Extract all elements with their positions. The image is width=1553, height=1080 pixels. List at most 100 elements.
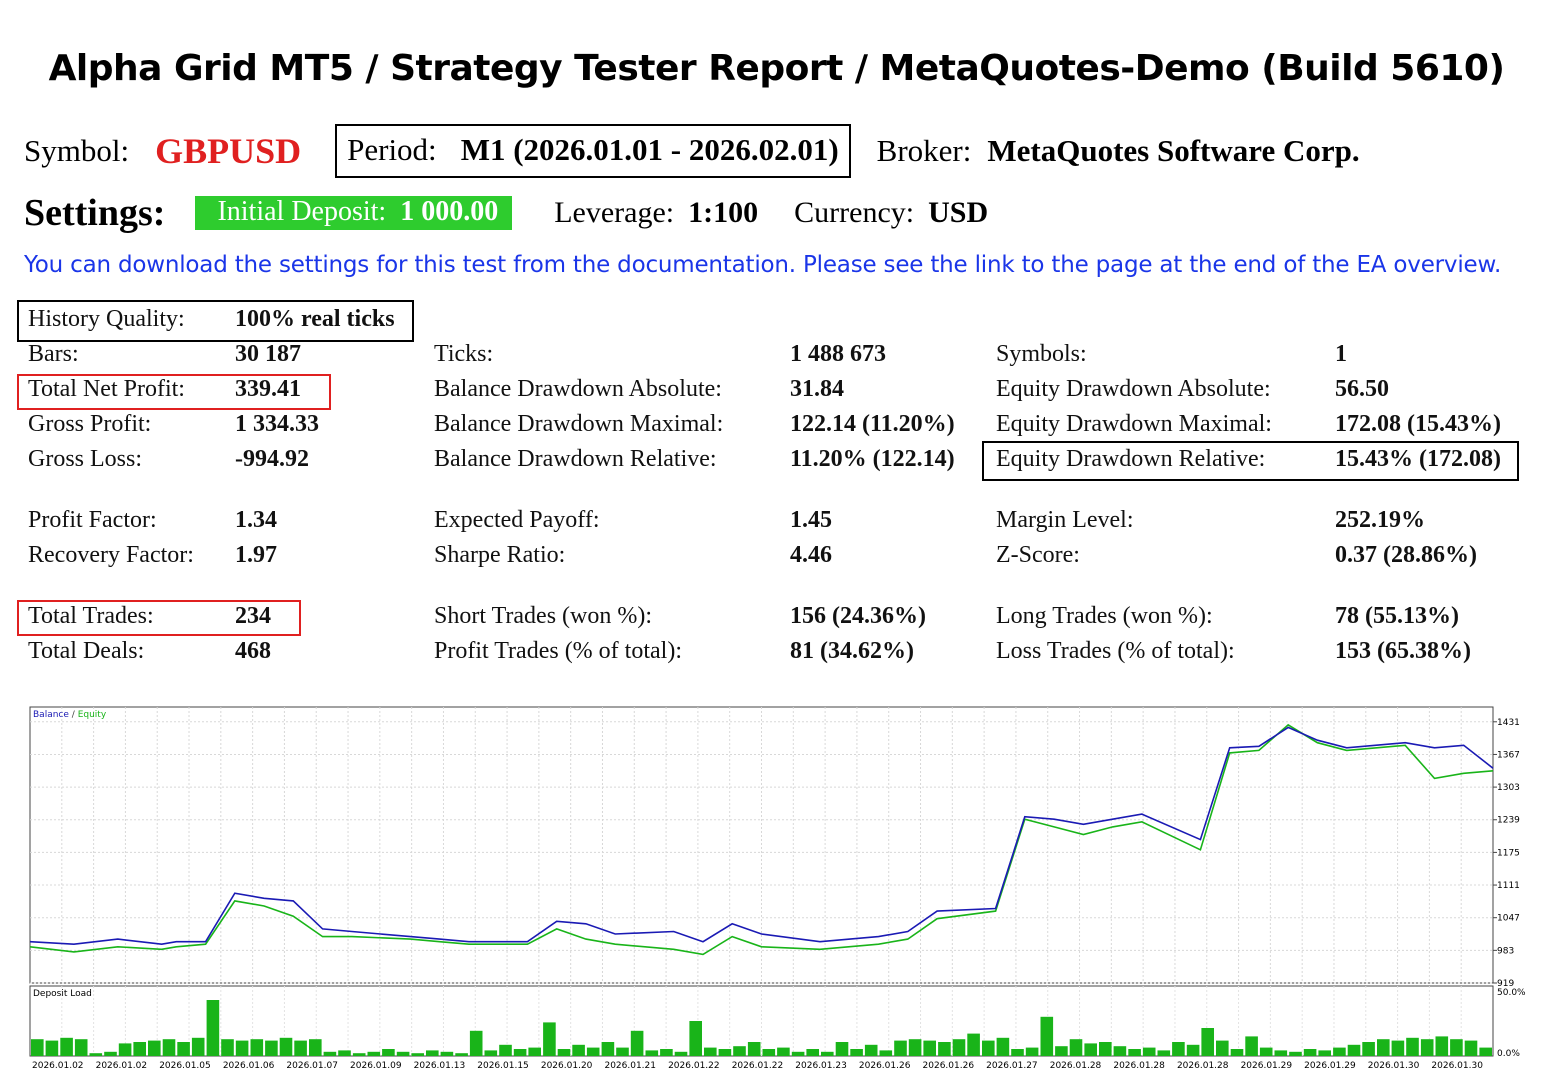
x-axis-label: 2026.01.09 <box>350 1061 402 1071</box>
deposit-load-bar <box>1084 1043 1097 1056</box>
x-axis-label: 2026.01.28 <box>1113 1061 1165 1071</box>
profit-factor-label: Profit Factor: <box>28 507 157 533</box>
deposit-load-bar <box>89 1053 103 1056</box>
deposit-load-bar <box>1318 1050 1331 1056</box>
balance-dd-abs-label: Balance Drawdown Absolute: <box>434 376 722 402</box>
deposit-load-bar <box>1406 1037 1419 1056</box>
deposit-load-bar <box>747 1042 761 1056</box>
initial-deposit-badge: Initial Deposit: 1 000.00 <box>195 196 513 230</box>
deposit-load-bar <box>1230 1049 1244 1056</box>
margin-level-value: 252.19% <box>1335 507 1425 533</box>
deposit-load-bar <box>528 1047 541 1056</box>
broker-label: Broker: <box>876 133 972 168</box>
deposit-load-bar <box>645 1050 659 1056</box>
expected-payoff-label: Expected Payoff: <box>434 507 600 533</box>
deposit-load-bar <box>806 1049 819 1056</box>
deposit-load-bars <box>31 1000 1492 1056</box>
short-trades-label: Short Trades (won %): <box>434 603 653 629</box>
deposit-load-bar <box>821 1051 834 1056</box>
initial-deposit-value: 1 000.00 <box>400 196 499 227</box>
period-box: Period: M1 (2026.01.01 - 2026.02.01) <box>335 124 851 178</box>
x-axis-label: 2026.01.30 <box>1368 1061 1420 1071</box>
symbol-period-row: Symbol: GBPUSD Period: M1 (2026.01.01 - … <box>24 124 1360 178</box>
deposit-load-bar <box>513 1049 527 1056</box>
equity-dd-abs-label: Equity Drawdown Absolute: <box>996 376 1271 402</box>
legend-separator: / <box>72 710 78 720</box>
total-net-profit-label: Total Net Profit: <box>28 376 185 402</box>
x-axis-label: 2026.01.27 <box>986 1061 1038 1071</box>
recovery-factor-value: 1.97 <box>235 542 277 568</box>
deposit-load-bar <box>1479 1047 1492 1056</box>
deposit-load-bar <box>31 1039 44 1056</box>
equity-dd-max-label: Equity Drawdown Maximal: <box>996 411 1272 437</box>
deposit-load-bar <box>1201 1028 1214 1056</box>
total-deals-label: Total Deals: <box>28 638 145 664</box>
x-axis-label: 2026.01.29 <box>1304 1061 1356 1071</box>
deposit-load-bar <box>440 1051 454 1056</box>
deposit-load-bar <box>133 1042 146 1056</box>
gross-profit-value: 1 334.33 <box>235 411 319 437</box>
y-axis-ticks: 1431 1367 1303 1239 1175 1111 1047 983 919 <box>1493 718 1520 989</box>
deposit-load-bar <box>718 1049 732 1056</box>
currency-value: USD <box>928 196 989 229</box>
deposit-load-bar <box>45 1040 59 1056</box>
deposit-load-bar <box>1450 1039 1463 1056</box>
deposit-load-bar <box>104 1051 117 1056</box>
long-trades-value: 78 (55.13%) <box>1335 603 1459 629</box>
deposit-load-bar <box>1055 1046 1068 1056</box>
deposit-load-bar <box>455 1053 468 1056</box>
deposit-load-bar <box>1391 1040 1405 1056</box>
deposit-load-bar <box>309 1039 322 1056</box>
y-tick-label: 1047 <box>1497 914 1520 924</box>
x-axis-label: 2026.01.05 <box>159 1061 211 1071</box>
deposit-load-bar <box>1303 1049 1317 1056</box>
recovery-factor-label: Recovery Factor: <box>28 542 194 568</box>
equity-dd-abs-value: 56.50 <box>1335 376 1389 402</box>
x-axis-label: 2026.01.07 <box>286 1061 338 1071</box>
gross-loss-value: -994.92 <box>235 446 309 472</box>
z-score-value: 0.37 (28.86%) <box>1335 542 1477 568</box>
total-net-profit-value: 339.41 <box>235 376 301 402</box>
margin-level-label: Margin Level: <box>996 507 1134 533</box>
deposit-load-bar <box>674 1051 688 1056</box>
net-profit-box <box>17 374 331 410</box>
deposit-load-bar <box>616 1047 629 1056</box>
deposit-load-bar <box>206 1000 220 1056</box>
deposit-load-bar <box>323 1051 337 1056</box>
deposit-load-bar <box>499 1044 512 1056</box>
total-trades-value: 234 <box>235 603 271 629</box>
leverage-label: Leverage: <box>554 196 675 229</box>
deposit-load-bar <box>426 1050 439 1056</box>
gross-loss-label: Gross Loss: <box>28 446 143 472</box>
deposit-load-bar <box>1377 1039 1390 1056</box>
deposit-load-bar <box>1362 1042 1375 1056</box>
sharpe-ratio-label: Sharpe Ratio: <box>434 542 566 568</box>
long-trades-label: Long Trades (won %): <box>996 603 1213 629</box>
balance-equity-chart: 1431 1367 1303 1239 1175 1111 1047 983 919 Balan… <box>29 706 1526 1071</box>
total-trades-label: Total Trades: <box>28 603 154 629</box>
equity-dd-max-value: 172.08 (15.43%) <box>1335 411 1501 437</box>
z-score-label: Z-Score: <box>996 542 1080 568</box>
deposit-load-bar <box>221 1039 234 1056</box>
deposit-load-bar <box>469 1030 483 1056</box>
bars-label: Bars: <box>28 341 79 367</box>
y-tick-label: 1111 <box>1497 881 1520 891</box>
deposit-load-bar <box>250 1039 264 1056</box>
balance-dd-abs-value: 31.84 <box>790 376 844 402</box>
settings-note: You can download the settings for this t… <box>24 252 1502 278</box>
deposit-load-bar <box>1142 1047 1156 1056</box>
symbols-label: Symbols: <box>996 341 1087 367</box>
total-deals-value: 468 <box>235 638 271 664</box>
y-tick-label: 919 <box>1497 979 1514 989</box>
x-axis-label: 2026.01.23 <box>795 1061 847 1071</box>
x-axis-label: 2026.01.28 <box>1177 1061 1229 1071</box>
deposit-load-bar <box>1025 1047 1039 1056</box>
x-axis-label: 2026.01.28 <box>1050 1061 1102 1071</box>
ticks-label: Ticks: <box>434 341 494 367</box>
y-tick-label: 1239 <box>1497 816 1520 826</box>
deposit-load-bar <box>938 1042 951 1056</box>
deposit-load-bar <box>1099 1042 1112 1056</box>
profit-factor-value: 1.34 <box>235 507 277 533</box>
x-axis-label: 2026.01.02 <box>96 1061 148 1071</box>
deposit-load-bar <box>60 1037 73 1056</box>
